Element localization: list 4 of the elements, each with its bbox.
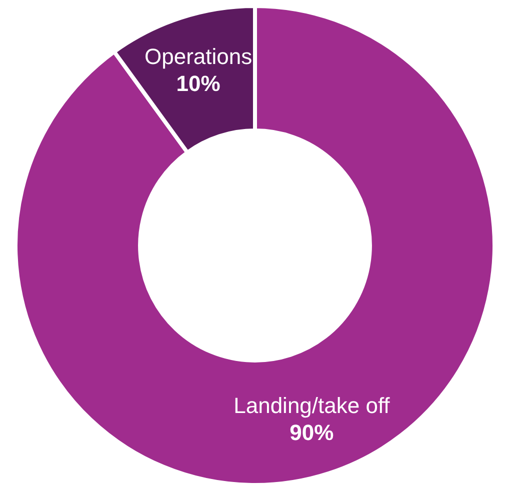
data-label: 90%	[290, 420, 334, 446]
data-label: 10%	[176, 71, 220, 96]
slice-label: Landing/take off	[234, 393, 391, 418]
slice-label: Operations	[144, 44, 252, 70]
